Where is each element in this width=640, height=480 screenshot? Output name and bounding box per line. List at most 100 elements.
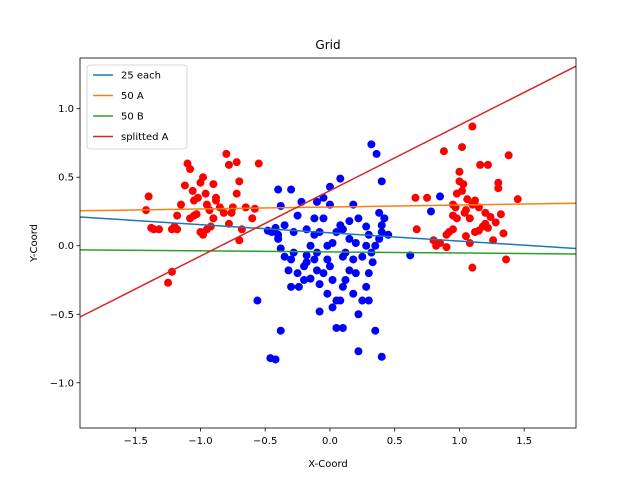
scatter-point: [474, 226, 483, 235]
x-tick-label: −0.5: [253, 436, 277, 447]
x-tick-label: 0.0: [322, 436, 338, 447]
scatter-point: [227, 208, 236, 217]
scatter-point: [423, 193, 432, 202]
scatter-point: [476, 160, 485, 169]
scatter-point: [180, 181, 189, 190]
series-line-3: [79, 249, 577, 255]
plot-frame: [79, 57, 577, 429]
scatter-point: [426, 207, 435, 216]
scatter-point: [196, 228, 205, 237]
scatter-point: [442, 243, 451, 252]
scatter-point: [354, 347, 363, 356]
scatter-point: [319, 214, 328, 223]
x-tick-label: 1.5: [516, 436, 532, 447]
chart-title: Grid: [315, 38, 340, 52]
scatter-point: [468, 263, 477, 272]
scatter-point: [364, 269, 373, 278]
scatter-point: [186, 165, 195, 173]
scatter-point: [209, 180, 218, 189]
scatter-point: [336, 221, 345, 230]
scatter-point: [325, 262, 334, 271]
scatter-point: [276, 244, 285, 253]
y-tick-label: −0.5: [50, 310, 74, 321]
legend-label: 50 A: [121, 91, 144, 102]
scatter-point: [384, 230, 393, 239]
scatter-point: [271, 355, 280, 364]
legend-label: 50 B: [121, 112, 144, 123]
y-axis-label: Y-Coord: [29, 224, 40, 263]
scatter-point: [310, 214, 319, 223]
scatter-point: [328, 239, 337, 247]
scatter-point: [345, 234, 354, 243]
scatter-point: [377, 352, 386, 361]
series-line-2: [79, 202, 577, 212]
scatter-point: [312, 266, 321, 275]
scatter-point: [351, 239, 360, 247]
scatter-point: [496, 210, 505, 219]
scatter-point: [188, 186, 197, 195]
scatter-point: [362, 222, 371, 231]
scatter-point: [306, 241, 315, 250]
scatter-point: [463, 195, 472, 204]
scatter-point: [274, 185, 283, 194]
scatter-point: [280, 221, 289, 230]
scatter-point: [332, 323, 341, 332]
scatter-point: [412, 225, 421, 234]
scatter-point: [364, 296, 373, 305]
scatter-point: [491, 218, 500, 227]
scatter-point: [494, 184, 503, 193]
scatter-point: [235, 177, 244, 186]
scatter-point: [201, 189, 210, 198]
scatter-point: [144, 192, 153, 201]
scatter-point: [436, 192, 445, 201]
scatter-point: [211, 193, 220, 202]
scatter-point: [293, 211, 302, 220]
scatter-point: [345, 266, 354, 275]
scatter-point: [254, 159, 263, 168]
scatter-point: [368, 258, 377, 267]
scatter-point: [232, 189, 241, 198]
scatter-point: [323, 255, 332, 264]
scatter-point: [294, 282, 303, 291]
legend-label: 25 each: [121, 71, 161, 82]
scatter-point: [461, 206, 470, 215]
legend: 25 each 50 A 50 B splitted A: [86, 64, 188, 150]
series-line-1: [79, 216, 577, 250]
scatter-point: [193, 193, 202, 202]
scatter-point: [338, 323, 347, 332]
scatter-point: [284, 266, 293, 275]
scatter-point: [375, 234, 384, 243]
scatter-point: [448, 211, 457, 220]
legend-label: splitted A: [121, 132, 169, 143]
scatter-point: [345, 217, 354, 226]
scatter-point: [504, 151, 513, 160]
scatter-point: [253, 296, 262, 305]
scatter-point: [367, 140, 376, 149]
legend-box: [86, 64, 188, 150]
scatter-point: [354, 214, 363, 223]
scatter-point: [224, 160, 233, 169]
points-layer: [142, 122, 522, 364]
scatter-point: [222, 149, 231, 158]
scatter-point: [362, 241, 371, 250]
y-axis: −1.0 −0.5 0.0 0.5 1.0: [50, 104, 80, 389]
scatter-point: [358, 252, 367, 261]
scatter-point: [338, 252, 347, 261]
scatter-point: [287, 282, 296, 291]
scatter-point: [302, 251, 311, 260]
scatter-point: [319, 269, 328, 278]
scatter-point: [289, 228, 298, 237]
scatter-point: [351, 269, 360, 278]
scatter-point: [232, 158, 241, 167]
scatter-point: [219, 208, 228, 217]
scatter-point: [486, 212, 495, 221]
scatter-point: [461, 232, 470, 241]
scatter-point: [341, 276, 350, 284]
scatter-point: [468, 122, 477, 131]
scatter-point: [312, 248, 321, 257]
scatter-point: [411, 193, 420, 202]
scatter-point: [371, 326, 380, 335]
scatter-point: [312, 197, 321, 206]
scatter-point: [380, 214, 389, 223]
